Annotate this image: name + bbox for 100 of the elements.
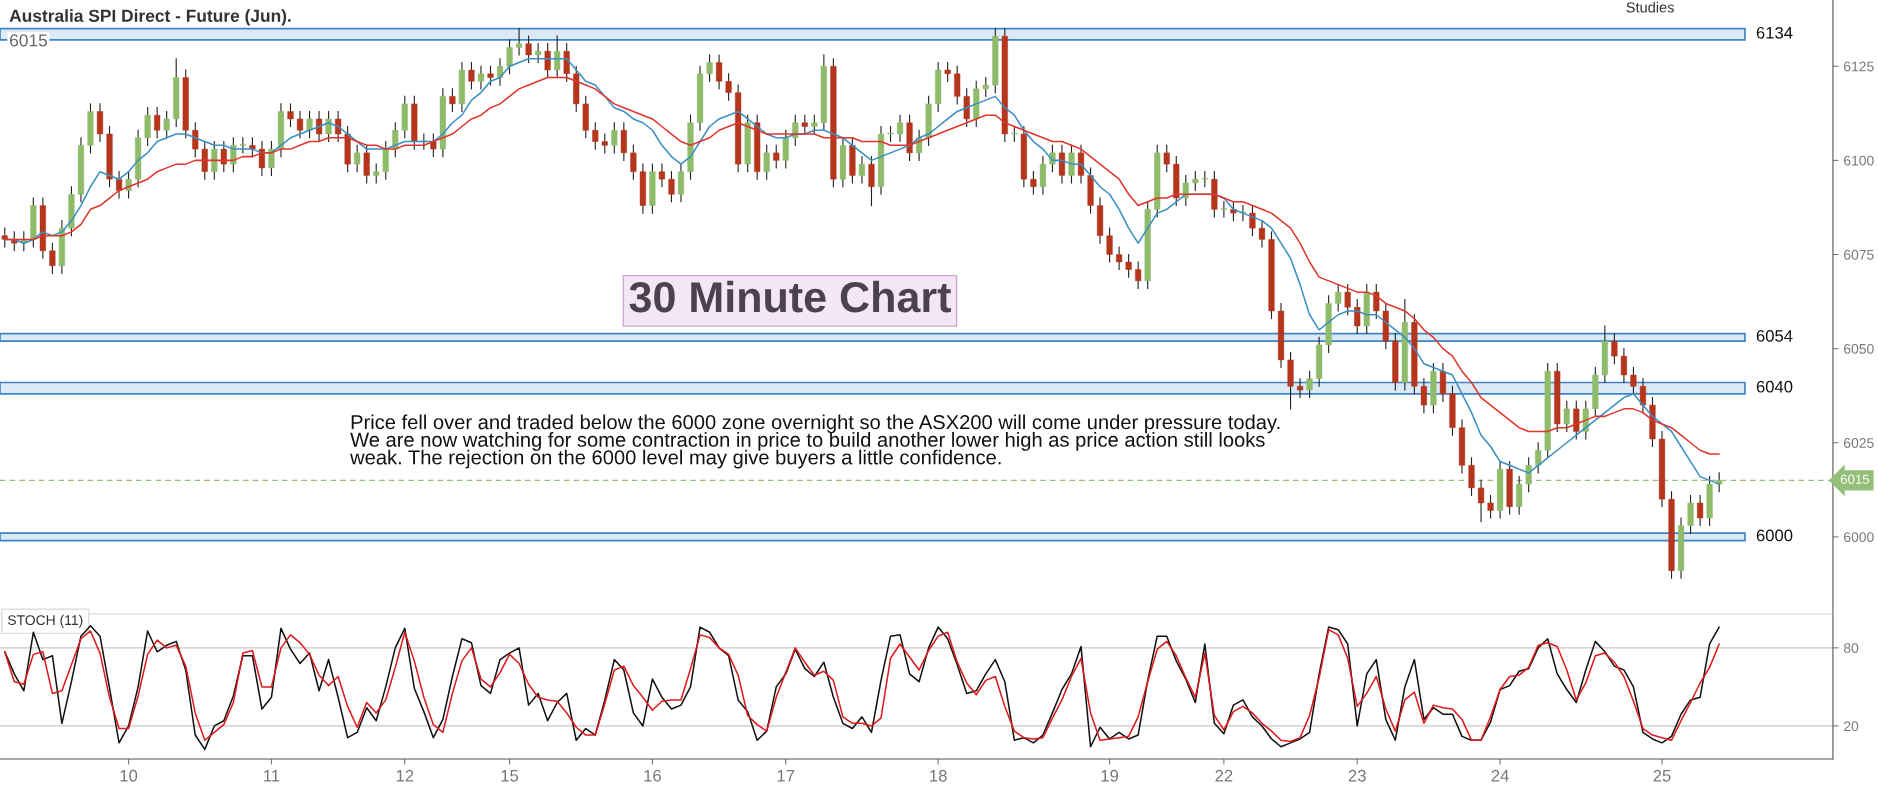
candlestick bbox=[1630, 366, 1637, 395]
candlestick bbox=[1535, 442, 1542, 474]
candlestick bbox=[1039, 156, 1046, 195]
candlestick bbox=[677, 163, 685, 203]
annotation: Studies bbox=[1626, 1, 1674, 13]
candlestick bbox=[1439, 363, 1447, 402]
candlestick bbox=[1, 227, 8, 248]
y-tick-label: 6100 bbox=[1844, 155, 1874, 166]
candlestick bbox=[477, 65, 485, 90]
candlestick bbox=[220, 141, 227, 173]
y-tick-label: 6000 bbox=[1844, 532, 1874, 543]
candlestick bbox=[963, 88, 970, 128]
candlestick bbox=[563, 43, 570, 82]
candlestick bbox=[306, 110, 313, 139]
candlestick bbox=[1249, 205, 1256, 237]
candlestick bbox=[811, 114, 818, 135]
candlestick bbox=[154, 107, 161, 139]
candlestick bbox=[96, 103, 104, 143]
candlestick bbox=[239, 137, 246, 154]
candlestick bbox=[1220, 201, 1227, 218]
candlestick bbox=[944, 61, 951, 82]
x-tick-label: 18 bbox=[930, 769, 947, 782]
candlestick bbox=[268, 141, 275, 176]
candlestick bbox=[1687, 494, 1694, 534]
candlestick bbox=[782, 129, 789, 169]
candlestick bbox=[373, 163, 380, 184]
candlestick bbox=[1563, 400, 1570, 433]
candlestick bbox=[258, 141, 265, 176]
candlestick bbox=[525, 35, 532, 64]
candlestick bbox=[1297, 378, 1304, 399]
text: 6015 bbox=[10, 34, 48, 47]
y-tick-label: 80 bbox=[1843, 643, 1859, 654]
candlestick bbox=[725, 73, 732, 101]
candlestick bbox=[668, 171, 675, 203]
candlestick bbox=[1135, 261, 1142, 289]
x-tick-label: 19 bbox=[1101, 769, 1119, 782]
x-tick-label: 22 bbox=[1215, 769, 1233, 782]
band-label: 6040 bbox=[1756, 380, 1793, 393]
candlestick bbox=[1106, 227, 1113, 263]
x-tick-label: 11 bbox=[264, 770, 280, 782]
y-tick-label: 6075 bbox=[1844, 249, 1874, 260]
candlestick bbox=[535, 43, 542, 64]
x-tick-label: 24 bbox=[1491, 769, 1509, 782]
candlestick bbox=[1306, 370, 1313, 399]
candlestick bbox=[620, 122, 627, 161]
candlestick bbox=[249, 137, 256, 158]
band-label: 6054 bbox=[1756, 330, 1793, 342]
y-tick-label: 6125 bbox=[1844, 61, 1874, 72]
candlestick bbox=[716, 54, 723, 90]
candlestick bbox=[601, 133, 608, 154]
candlestick bbox=[144, 107, 151, 146]
x-tick-label: 10 bbox=[120, 769, 138, 782]
y-tick-label: 20 bbox=[1844, 721, 1859, 732]
candlestick bbox=[1068, 144, 1075, 184]
candlestick bbox=[611, 122, 618, 154]
candlestick bbox=[1258, 220, 1266, 248]
x-tick-label: 17 bbox=[777, 770, 795, 782]
candlestick bbox=[1573, 400, 1580, 440]
candlestick bbox=[192, 122, 199, 158]
candlestick bbox=[858, 156, 866, 184]
candlestick bbox=[506, 39, 513, 75]
candlestick bbox=[954, 65, 961, 105]
candlestick bbox=[287, 103, 294, 128]
candlestick bbox=[1116, 246, 1123, 271]
candlestick bbox=[1077, 144, 1085, 184]
x-tick-label: 25 bbox=[1653, 769, 1671, 782]
candlestick bbox=[163, 110, 170, 139]
ref-line-label: 6015 bbox=[1840, 474, 1870, 484]
candlestick bbox=[49, 242, 56, 274]
candlestick bbox=[801, 114, 808, 135]
candlestick bbox=[1344, 284, 1351, 316]
candlestick bbox=[1525, 457, 1532, 493]
candlestick bbox=[982, 76, 989, 97]
candlestick bbox=[630, 144, 637, 180]
annotation: Price fell over and traded below the 6000 zone overnight so the ASX200 will come under pressure today. We are now watching for some contraction in price to build another lower high as price action still looks weak. The rejection on the 6000 level may give buyers a little confidence. bbox=[350, 414, 1280, 469]
candlestick bbox=[382, 141, 389, 180]
candlestick bbox=[115, 171, 123, 199]
x-tick-label: 15 bbox=[501, 770, 519, 782]
candlestick bbox=[1335, 284, 1342, 312]
x-tick-label: 12 bbox=[396, 769, 414, 782]
candlestick bbox=[325, 110, 332, 143]
chart-title: Australia SPI Direct - Future (Jun). bbox=[9, 9, 291, 26]
candlestick bbox=[1030, 171, 1037, 195]
candlestick bbox=[1163, 144, 1170, 173]
candlestick bbox=[1420, 378, 1427, 414]
candlestick bbox=[125, 171, 132, 199]
candlestick bbox=[1477, 479, 1485, 523]
annotation: 30 Minute Chart bbox=[629, 280, 951, 313]
candlestick bbox=[706, 54, 713, 82]
candlestick bbox=[1620, 348, 1627, 384]
candlestick bbox=[1373, 284, 1380, 320]
y-tick-label: 6050 bbox=[1844, 343, 1874, 354]
y-tick-label: 6025 bbox=[1844, 438, 1874, 448]
candlestick bbox=[449, 88, 456, 112]
candlestick bbox=[544, 43, 551, 79]
candlestick bbox=[1354, 299, 1361, 335]
band-label: 6134 bbox=[1756, 26, 1793, 39]
candlestick bbox=[487, 65, 494, 86]
candlestick bbox=[354, 144, 361, 173]
candlestick bbox=[1468, 457, 1475, 497]
